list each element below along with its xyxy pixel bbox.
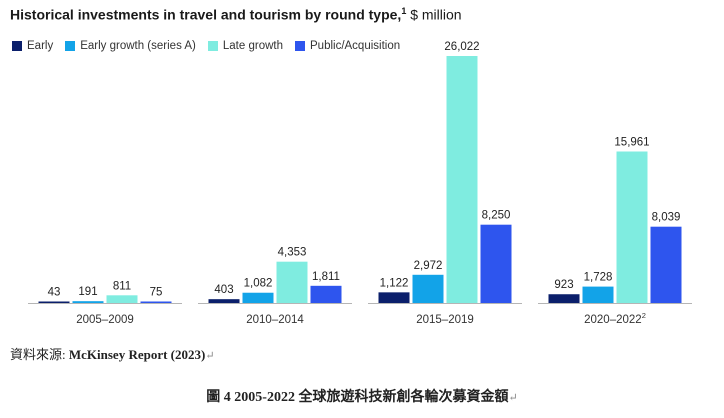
bar bbox=[310, 285, 342, 303]
data-label: 1,122 bbox=[380, 277, 409, 289]
source-note: 資料來源: McKinsey Report (2023)↵ bbox=[10, 344, 215, 363]
legend-item-late-growth: Late growth bbox=[207, 40, 283, 52]
data-label: 43 bbox=[48, 287, 61, 299]
bar bbox=[38, 301, 70, 303]
bar bbox=[140, 301, 172, 303]
figure-caption: 圖 4 2005-2022 全球旅遊科技新創各輪次募資金額↵ bbox=[0, 386, 724, 406]
bar bbox=[480, 224, 512, 303]
figure-caption-text: 圖 4 2005-2022 全球旅遊科技新創各輪次募資金額 bbox=[206, 390, 509, 405]
category-label: 2005–2009 bbox=[76, 314, 134, 326]
chart-title-footnote: 1 bbox=[401, 6, 407, 16]
bar bbox=[616, 151, 648, 303]
data-label: 2,972 bbox=[414, 260, 443, 272]
source-prefix: 資料來源: bbox=[10, 347, 69, 362]
data-label: 1,811 bbox=[312, 271, 340, 283]
chart-title: Historical investments in travel and tou… bbox=[10, 6, 462, 23]
data-label: 75 bbox=[150, 287, 163, 299]
data-label: 15,961 bbox=[614, 136, 649, 148]
bar bbox=[242, 292, 274, 303]
legend-label-late-growth: Late growth bbox=[222, 40, 283, 52]
source-text: McKinsey Report (2023) bbox=[68, 347, 206, 362]
category-footnote: 2 bbox=[642, 311, 646, 320]
data-label: 4,353 bbox=[278, 247, 307, 259]
legend-item-public-acquisition: Public/Acquisition bbox=[295, 40, 400, 52]
data-label: 191 bbox=[78, 286, 97, 298]
legend-label-public-acquisition: Public/Acquisition bbox=[310, 40, 401, 52]
legend-label-early-growth: Early growth (series A) bbox=[80, 40, 196, 52]
bar bbox=[650, 226, 682, 303]
bar bbox=[72, 301, 104, 303]
legend-item-early-growth: Early growth (series A) bbox=[65, 40, 196, 52]
category-label: 2010–2014 bbox=[246, 314, 304, 326]
data-label: 923 bbox=[554, 279, 573, 291]
chart-unit: $ million bbox=[410, 6, 462, 23]
category-label: 2015–2019 bbox=[416, 314, 474, 326]
legend-label-early: Early bbox=[27, 40, 54, 52]
source-return-mark: ↵ bbox=[205, 350, 215, 362]
bar bbox=[106, 295, 138, 303]
data-label: 8,250 bbox=[482, 210, 511, 222]
chart-title-text: Historical investments in travel and tou… bbox=[10, 6, 402, 23]
bar bbox=[582, 286, 614, 303]
bar bbox=[276, 261, 308, 303]
data-label: 403 bbox=[214, 284, 233, 296]
category-label: 2020–20222 bbox=[584, 311, 646, 326]
data-label: 811 bbox=[113, 280, 131, 292]
bar bbox=[412, 274, 444, 303]
data-label: 26,022 bbox=[444, 41, 479, 53]
legend-swatch-public-acquisition bbox=[295, 41, 305, 51]
bar bbox=[548, 294, 580, 303]
figure-caption-return-mark: ↵ bbox=[508, 392, 518, 404]
legend-swatch-early bbox=[12, 41, 22, 51]
legend-swatch-late-growth bbox=[207, 41, 218, 51]
data-label: 1,728 bbox=[584, 272, 613, 284]
legend-item-early: Early bbox=[12, 40, 53, 52]
bar bbox=[208, 299, 240, 303]
data-label: 8,039 bbox=[652, 212, 681, 224]
chart-legend: Early Early growth (series A) Late growt… bbox=[12, 40, 400, 52]
bar bbox=[446, 56, 478, 303]
bar bbox=[378, 292, 410, 303]
bar-chart: 43 191 811 75 2005–2009 403 1,082 4,353 1,811 201… bbox=[28, 41, 692, 326]
legend-swatch-early-growth bbox=[65, 41, 76, 51]
data-label: 1,082 bbox=[244, 278, 273, 290]
